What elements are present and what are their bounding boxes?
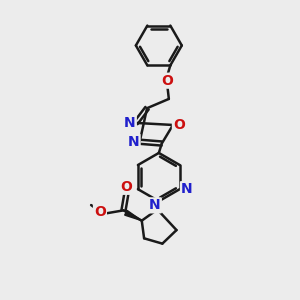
Polygon shape	[125, 210, 142, 221]
Text: O: O	[94, 205, 106, 219]
Text: O: O	[121, 180, 132, 194]
Text: O: O	[161, 74, 173, 88]
Text: N: N	[124, 116, 136, 130]
Text: N: N	[181, 182, 193, 196]
Text: N: N	[149, 198, 161, 212]
Text: N: N	[128, 135, 140, 149]
Text: O: O	[173, 118, 185, 132]
